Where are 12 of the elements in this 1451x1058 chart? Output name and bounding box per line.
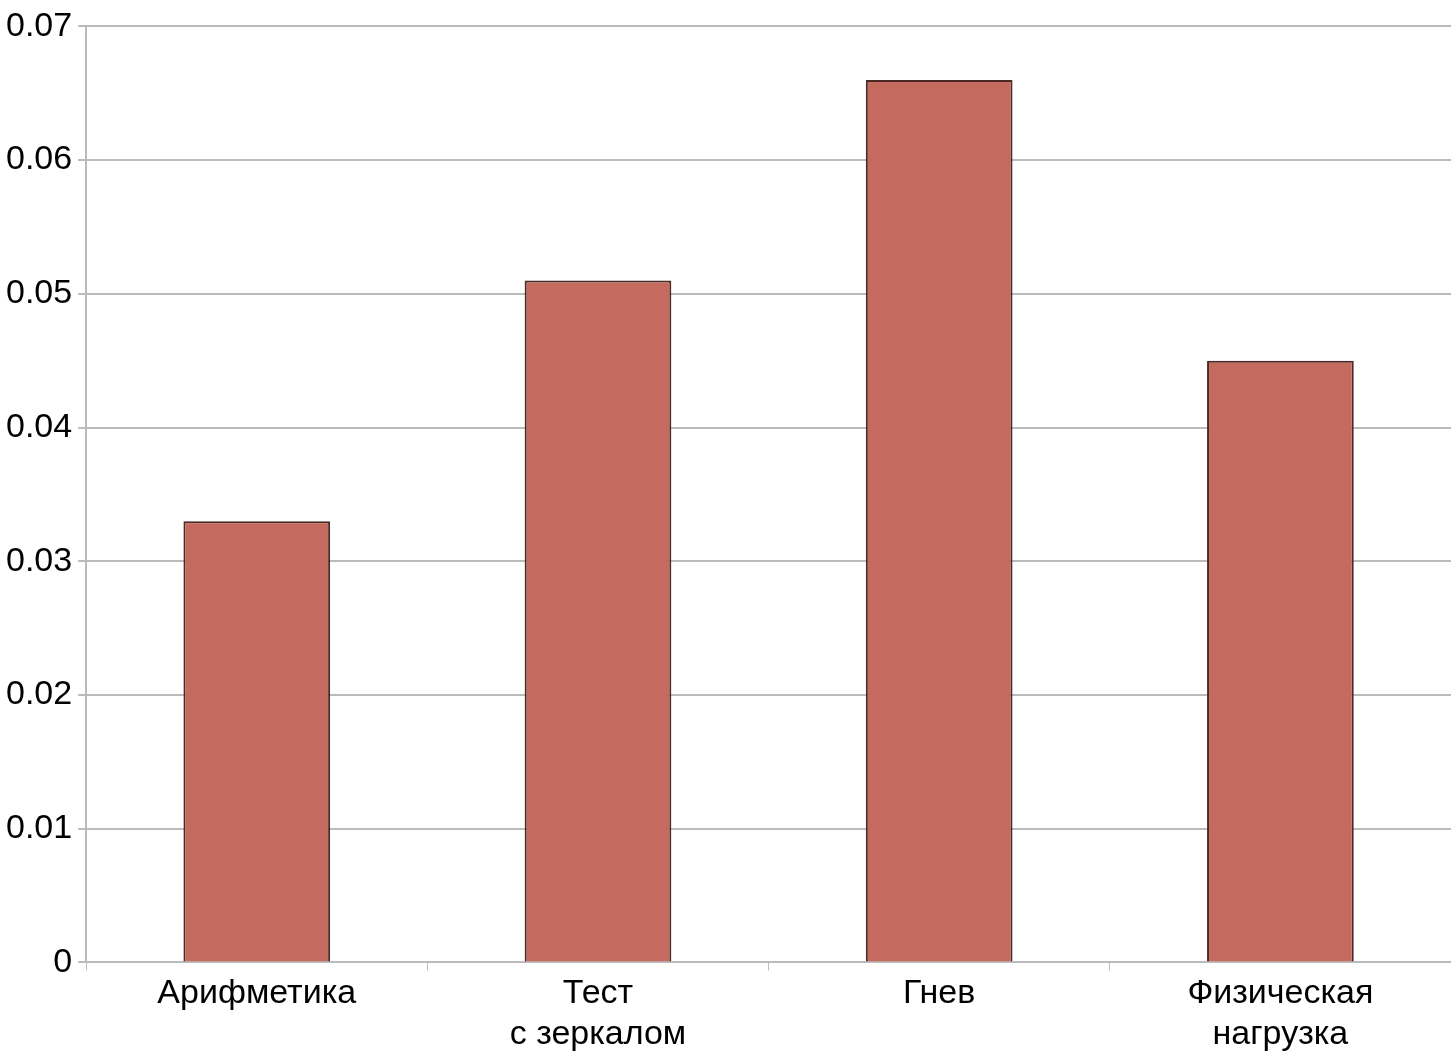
y-tick-label: 0 (53, 940, 73, 979)
y-tick-label: 0.07 (5, 4, 73, 43)
y-tick-label: 0.05 (5, 272, 73, 311)
x-tick-label: Физическая нагрузка (1187, 972, 1374, 1051)
y-tick-label: 0.04 (5, 405, 73, 444)
x-tick-label: Арифметика (157, 972, 357, 1011)
y-tick-label: 0.06 (5, 138, 73, 177)
x-tick-label: Гнев (903, 972, 976, 1011)
y-tick-label: 0.02 (5, 673, 73, 712)
x-tick-label: Тест с зеркалом (509, 972, 687, 1051)
y-tick-label: 0.03 (5, 539, 73, 578)
y-tick-label: 0.01 (5, 807, 73, 846)
